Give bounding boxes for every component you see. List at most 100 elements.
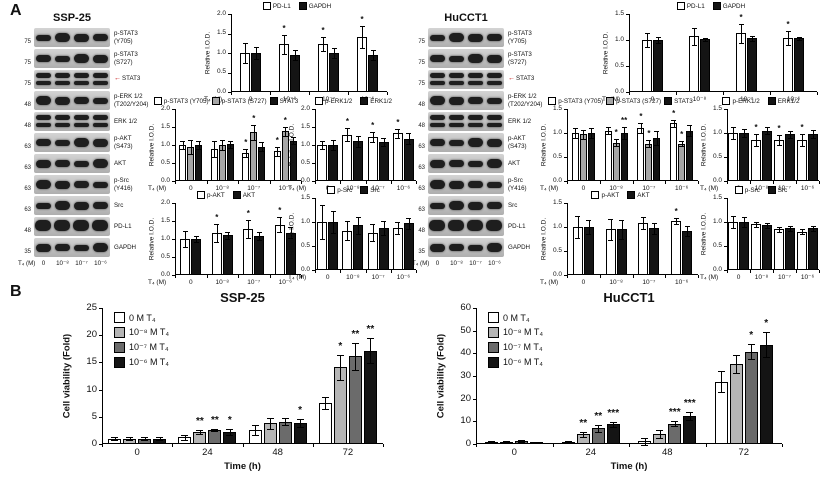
error-bar-cap [242, 43, 248, 45]
legend-label: 10⁻⁷ M T₄ [129, 342, 169, 352]
legend-swatch [767, 186, 776, 194]
protein-band [487, 181, 502, 188]
error-bar [733, 216, 734, 228]
error-bar-cap [141, 439, 149, 441]
y-tick-label: 1.0 [712, 128, 722, 136]
y-tick-label: 1.5 [300, 122, 310, 130]
error-bar [705, 37, 706, 42]
protein-band [55, 115, 70, 120]
mw-marker: 75 [418, 39, 425, 45]
x-tick-label: 10⁻⁶ [674, 185, 689, 192]
error-bar [397, 129, 399, 138]
error-bar-cap [251, 139, 257, 141]
protein-band [449, 73, 464, 78]
y-tick-label: 30 [460, 370, 471, 381]
y-tick-label: 2.0 [216, 9, 226, 17]
error-bar-cap [741, 129, 747, 131]
y-tick [564, 109, 567, 110]
legend-swatch [488, 327, 499, 338]
error-bar [322, 140, 324, 150]
legend: p-Src Src [287, 186, 420, 194]
y-tick-label: 40 [460, 347, 471, 359]
x-tick [242, 444, 244, 447]
mw-marker: 35 [418, 249, 425, 255]
plot-area [567, 203, 698, 275]
legend-item: p-STAT3 (S727) [211, 97, 267, 105]
error-bar-cap [331, 48, 337, 50]
y-tick [172, 275, 175, 276]
blot-strip [34, 49, 110, 68]
bar [762, 225, 772, 270]
legend-item: p-STAT3 (S727) [606, 97, 661, 105]
protein-band [430, 202, 445, 209]
bar [739, 133, 749, 181]
error-bar-cap [180, 140, 186, 142]
bar [783, 37, 793, 92]
x-tick [416, 270, 417, 273]
bar [762, 130, 772, 181]
error-bar [779, 135, 780, 145]
legend-label: p-STAT3 (Y705) [163, 97, 209, 105]
error-bar-cap [654, 130, 660, 132]
y-tick-label: 0.0 [552, 270, 562, 278]
protein-band [93, 202, 108, 209]
y-tick-label: 0 [91, 438, 97, 449]
error-bar-cap [588, 128, 594, 130]
error-bar-cap [277, 217, 283, 219]
protein-band [55, 180, 70, 189]
y-tick-label: 0.0 [300, 176, 310, 184]
error-bar-cap [370, 131, 376, 133]
y-tick [724, 222, 727, 223]
x-tick-label: 10⁻⁷ [371, 274, 385, 281]
y-tick [228, 72, 231, 74]
y-tick [473, 376, 476, 377]
y-tick [473, 330, 476, 332]
error-bar-cap [579, 437, 587, 439]
error-bar-cap [381, 137, 387, 139]
legend-item: p-Src [327, 186, 352, 194]
blot-strip [34, 217, 110, 236]
x-tick [723, 92, 724, 95]
legend-label: 0 M T₄ [129, 312, 156, 323]
significance-marker: * [283, 116, 287, 125]
y-tick [99, 416, 102, 418]
y-tick-label: 1.5 [160, 122, 170, 130]
legend-label: 10⁻⁷ M T₄ [503, 342, 543, 352]
error-bar [248, 219, 250, 238]
legend-swatch [114, 312, 125, 323]
significance-marker: * [396, 118, 400, 128]
significance-marker: * [244, 138, 248, 148]
error-bar-cap [799, 234, 805, 235]
error-bar-cap [691, 45, 697, 47]
error-bar-cap [738, 23, 744, 25]
y-tick [99, 444, 102, 445]
error-bar-cap [290, 144, 296, 146]
y-tick-label: 60 [460, 302, 471, 313]
protein-band [430, 55, 445, 62]
error-bar-cap [753, 134, 759, 136]
significance-marker: ** [366, 324, 375, 336]
bar [254, 236, 265, 275]
mw-marker: 63 [418, 186, 425, 192]
error-bar-cap [646, 147, 652, 149]
error-bar-cap [214, 223, 220, 225]
protein-band [430, 81, 445, 85]
error-bar [285, 418, 287, 425]
error-bar-cap [644, 33, 650, 35]
error-bar [583, 129, 585, 140]
bar [571, 133, 579, 181]
significance-marker: ** [210, 414, 219, 426]
y-axis-label: Relative I.O.D. [204, 31, 212, 75]
error-bar [591, 128, 593, 138]
y-tick [473, 353, 476, 355]
error-bar-cap [621, 138, 627, 140]
error-bar-cap [638, 123, 644, 125]
legend-swatch [269, 97, 278, 105]
error-bar [270, 417, 272, 429]
protein-band [55, 81, 70, 85]
error-bar-cap [762, 357, 770, 359]
significance-marker: ** [579, 417, 588, 429]
y-tick [172, 181, 175, 182]
plot-area [727, 109, 819, 181]
